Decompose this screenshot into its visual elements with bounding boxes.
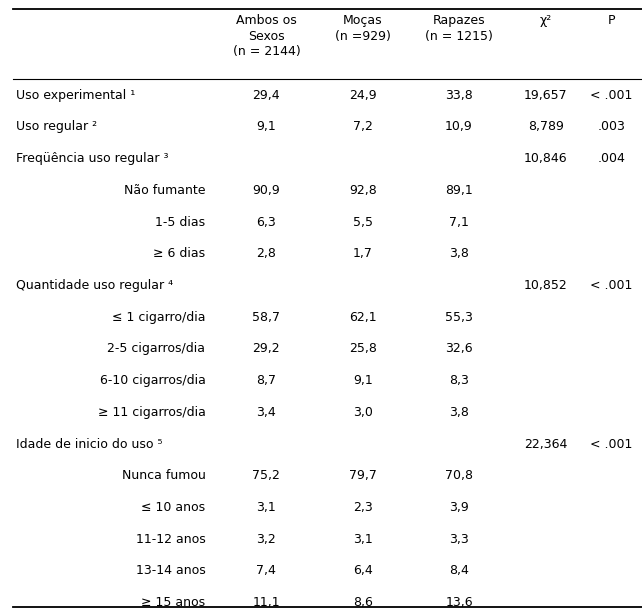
Text: χ²: χ² <box>539 14 552 27</box>
Text: 3,9: 3,9 <box>449 501 469 514</box>
Text: 2-5 cigarros/dia: 2-5 cigarros/dia <box>107 342 205 356</box>
Text: 33,8: 33,8 <box>445 88 473 102</box>
Text: 19,657: 19,657 <box>524 88 568 102</box>
Text: 3,0: 3,0 <box>353 406 372 419</box>
Text: 7,2: 7,2 <box>353 120 372 134</box>
Text: 8,3: 8,3 <box>449 374 469 387</box>
Text: ≤ 10 anos: ≤ 10 anos <box>141 501 205 514</box>
Text: 75,2: 75,2 <box>252 469 281 483</box>
Text: .004: .004 <box>598 152 625 165</box>
Text: 9,1: 9,1 <box>257 120 276 134</box>
Text: .003: .003 <box>598 120 625 134</box>
Text: 25,8: 25,8 <box>349 342 377 356</box>
Text: Uso experimental ¹: Uso experimental ¹ <box>16 88 135 102</box>
Text: 10,852: 10,852 <box>524 279 568 292</box>
Text: ≥ 11 cigarros/dia: ≥ 11 cigarros/dia <box>98 406 205 419</box>
Text: 7,1: 7,1 <box>449 215 469 229</box>
Text: 3,8: 3,8 <box>449 247 469 260</box>
Text: 3,3: 3,3 <box>449 533 469 546</box>
Text: ≤ 1 cigarro/dia: ≤ 1 cigarro/dia <box>112 310 205 324</box>
Text: 10,9: 10,9 <box>445 120 473 134</box>
Text: 3,1: 3,1 <box>353 533 372 546</box>
Text: 3,8: 3,8 <box>449 406 469 419</box>
Text: 24,9: 24,9 <box>349 88 377 102</box>
Text: 1,7: 1,7 <box>353 247 372 260</box>
Text: 5,5: 5,5 <box>352 215 373 229</box>
Text: 90,9: 90,9 <box>252 184 281 197</box>
Text: Quantidade uso regular ⁴: Quantidade uso regular ⁴ <box>16 279 173 292</box>
Text: 55,3: 55,3 <box>445 310 473 324</box>
Text: 58,7: 58,7 <box>252 310 281 324</box>
Text: Rapazes
(n = 1215): Rapazes (n = 1215) <box>425 14 493 43</box>
Text: 29,4: 29,4 <box>252 88 281 102</box>
Text: 2,3: 2,3 <box>353 501 372 514</box>
Text: 1-5 dias: 1-5 dias <box>155 215 205 229</box>
Text: 62,1: 62,1 <box>349 310 377 324</box>
Text: Ambos os
Sexos
(n = 2144): Ambos os Sexos (n = 2144) <box>232 14 300 58</box>
Text: 10,846: 10,846 <box>524 152 568 165</box>
Text: 3,1: 3,1 <box>257 501 276 514</box>
Text: 29,2: 29,2 <box>252 342 281 356</box>
Text: Freqüência uso regular ³: Freqüência uso regular ³ <box>16 152 169 165</box>
Text: 89,1: 89,1 <box>445 184 473 197</box>
Text: 13,6: 13,6 <box>445 596 473 609</box>
Text: 8,4: 8,4 <box>449 564 469 578</box>
Text: < .001: < .001 <box>590 88 633 102</box>
Text: 11,1: 11,1 <box>252 596 281 609</box>
Text: 8,7: 8,7 <box>256 374 277 387</box>
Text: 2,8: 2,8 <box>257 247 276 260</box>
Text: < .001: < .001 <box>590 279 633 292</box>
Text: P: P <box>608 14 615 27</box>
Text: 7,4: 7,4 <box>257 564 276 578</box>
Text: Idade de inicio do uso ⁵: Idade de inicio do uso ⁵ <box>16 437 162 451</box>
Text: Nunca fumou: Nunca fumou <box>121 469 205 483</box>
Text: ≥ 15 anos: ≥ 15 anos <box>141 596 205 609</box>
Text: 3,2: 3,2 <box>257 533 276 546</box>
Text: 32,6: 32,6 <box>445 342 473 356</box>
Text: Não fumante: Não fumante <box>124 184 205 197</box>
Text: ≥ 6 dias: ≥ 6 dias <box>153 247 205 260</box>
Text: 13-14 anos: 13-14 anos <box>135 564 205 578</box>
Text: 6-10 cigarros/dia: 6-10 cigarros/dia <box>100 374 205 387</box>
Text: 70,8: 70,8 <box>445 469 473 483</box>
Text: 3,4: 3,4 <box>257 406 276 419</box>
Text: 92,8: 92,8 <box>349 184 377 197</box>
Text: 79,7: 79,7 <box>349 469 377 483</box>
Text: 11-12 anos: 11-12 anos <box>135 533 205 546</box>
Text: 8,6: 8,6 <box>353 596 372 609</box>
Text: 9,1: 9,1 <box>353 374 372 387</box>
Text: Uso regular ²: Uso regular ² <box>16 120 97 134</box>
Text: 6,3: 6,3 <box>257 215 276 229</box>
Text: 8,789: 8,789 <box>528 120 564 134</box>
Text: 22,364: 22,364 <box>524 437 568 451</box>
Text: 6,4: 6,4 <box>353 564 372 578</box>
Text: Moças
(n =929): Moças (n =929) <box>334 14 391 43</box>
Text: < .001: < .001 <box>590 437 633 451</box>
